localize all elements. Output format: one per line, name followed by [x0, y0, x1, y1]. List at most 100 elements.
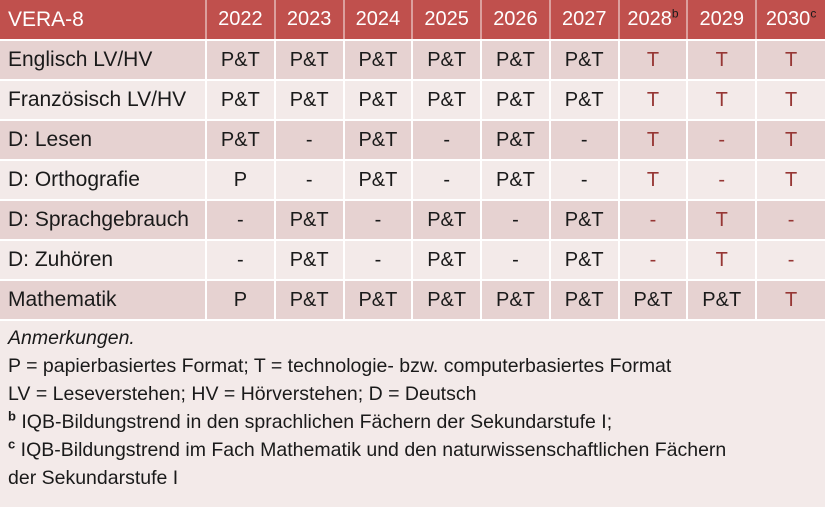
year-label: 2026 — [493, 8, 538, 30]
row-label: Englisch LV/HV — [0, 40, 207, 81]
year-column-header: 2026 — [481, 0, 551, 41]
note-text: IQB-Bildungstrend im Fach Mathematik und… — [8, 439, 727, 489]
format-cell: T — [618, 40, 689, 81]
format-cell: P&T — [549, 280, 620, 321]
table-row: Englisch LV/HV P&T P&T P&T P&T P&T P&T T T T — [0, 40, 825, 81]
year-label: 2028 — [627, 8, 672, 30]
format-cell: - — [756, 240, 825, 281]
footnote-marker: b — [671, 6, 679, 21]
format-cell: - — [206, 200, 276, 241]
table-title: VERA-8 — [0, 0, 207, 41]
note-text: LV = Leseverstehen; HV = Hörverstehen; D… — [8, 383, 477, 405]
format-cell: T — [756, 40, 825, 81]
format-cell: P&T — [481, 80, 551, 121]
note-line: c IQB-Bildungstrend im Fach Mathematik u… — [8, 436, 753, 492]
format-cell: P&T — [481, 120, 551, 161]
table-row: Französisch LV/HV P&T P&T P&T P&T P&T P&T T T T — [0, 80, 825, 121]
year-label: 2027 — [561, 8, 607, 30]
footnote-marker: c — [8, 436, 16, 452]
format-cell: P&T — [549, 40, 620, 81]
year-column-header: 2024 — [343, 0, 414, 41]
format-cell: - — [618, 240, 689, 281]
format-cell: P&T — [343, 280, 414, 321]
format-cell: T — [756, 80, 825, 121]
vera8-schedule-table: VERA-8 2022 2023 2024 2025 2026 2027 2028b 2029… — [0, 0, 825, 321]
format-cell: P&T — [481, 40, 551, 81]
format-cell: P&T — [549, 80, 620, 121]
row-label: D: Lesen — [0, 120, 207, 161]
format-cell: T — [618, 160, 689, 201]
format-cell: P&T — [481, 160, 551, 201]
format-cell: P — [206, 280, 276, 321]
format-cell: - — [343, 200, 414, 241]
table-row: Mathematik P P&T P&T P&T P&T P&T P&T P&T T — [0, 280, 825, 321]
format-cell: - — [687, 160, 758, 201]
footnote-marker: c — [810, 6, 817, 21]
format-cell: P&T — [274, 200, 345, 241]
format-cell: P&T — [687, 280, 758, 321]
format-cell: P&T — [618, 280, 689, 321]
year-column-header: 2029 — [687, 0, 758, 41]
format-cell: - — [481, 200, 551, 241]
table-row: D: Orthografie P - P&T - P&T - T - T — [0, 160, 825, 201]
format-cell: - — [756, 200, 825, 241]
year-column-header: 2023 — [274, 0, 345, 41]
format-cell: T — [618, 120, 689, 161]
table-header-row: VERA-8 2022 2023 2024 2025 2026 2027 2028b 2029… — [0, 0, 825, 41]
format-cell: P&T — [412, 280, 483, 321]
row-label: Französisch LV/HV — [0, 80, 207, 121]
format-cell: T — [756, 120, 825, 161]
row-label: D: Zuhören — [0, 240, 207, 281]
table-row: D: Zuhören - P&T - P&T - P&T - T - — [0, 240, 825, 281]
note-line: LV = Leseverstehen; HV = Hörverstehen; D… — [8, 380, 753, 408]
year-column-header: 2022 — [206, 0, 276, 41]
note-text: P = papierbasiertes Format; T = technolo… — [8, 355, 672, 377]
format-cell: - — [274, 120, 345, 161]
format-cell: T — [618, 80, 689, 121]
format-cell: P&T — [274, 240, 345, 281]
year-label: 2024 — [355, 8, 401, 30]
row-label: Mathematik — [0, 280, 207, 321]
year-label: 2022 — [218, 8, 263, 30]
year-label: 2029 — [699, 8, 744, 30]
format-cell: P&T — [274, 280, 345, 321]
format-cell: P&T — [343, 40, 414, 81]
format-cell: - — [618, 200, 689, 241]
format-cell: T — [687, 80, 758, 121]
format-cell: P&T — [343, 120, 414, 161]
format-cell: T — [756, 160, 825, 201]
year-label: 2030 — [765, 8, 811, 30]
format-cell: P&T — [549, 200, 620, 241]
table-row: D: Sprachgebrauch - P&T - P&T - P&T - T - — [0, 200, 825, 241]
year-label: 2023 — [286, 8, 332, 30]
row-label: D: Orthografie — [0, 160, 207, 201]
format-cell: - — [274, 160, 345, 201]
footnote-marker: b — [8, 408, 16, 424]
format-cell: - — [549, 120, 620, 161]
year-column-header: 2028b — [618, 0, 689, 41]
format-cell: P&T — [206, 40, 276, 81]
format-cell: P&T — [481, 280, 551, 321]
format-cell: T — [687, 240, 758, 281]
format-cell: P&T — [206, 80, 276, 121]
year-column-header: 2027 — [549, 0, 620, 41]
format-cell: - — [481, 240, 551, 281]
format-cell: P&T — [343, 160, 414, 201]
format-cell: - — [687, 120, 758, 161]
format-cell: T — [687, 200, 758, 241]
row-label: D: Sprachgebrauch — [0, 200, 207, 241]
note-line: P = papierbasiertes Format; T = technolo… — [8, 352, 753, 380]
format-cell: P&T — [549, 240, 620, 281]
format-cell: P&T — [412, 200, 483, 241]
table-row: D: Lesen P&T - P&T - P&T - T - T — [0, 120, 825, 161]
format-cell: P&T — [412, 80, 483, 121]
format-cell: P&T — [412, 240, 483, 281]
note-text: IQB-Bildungstrend in den sprachlichen Fä… — [21, 411, 613, 433]
year-column-header: 2025 — [412, 0, 483, 41]
format-cell: P&T — [274, 40, 345, 81]
format-cell: - — [412, 160, 483, 201]
format-cell: P&T — [343, 80, 414, 121]
note-line: b IQB-Bildungstrend in den sprachlichen … — [8, 408, 753, 436]
year-label: 2025 — [424, 8, 469, 30]
